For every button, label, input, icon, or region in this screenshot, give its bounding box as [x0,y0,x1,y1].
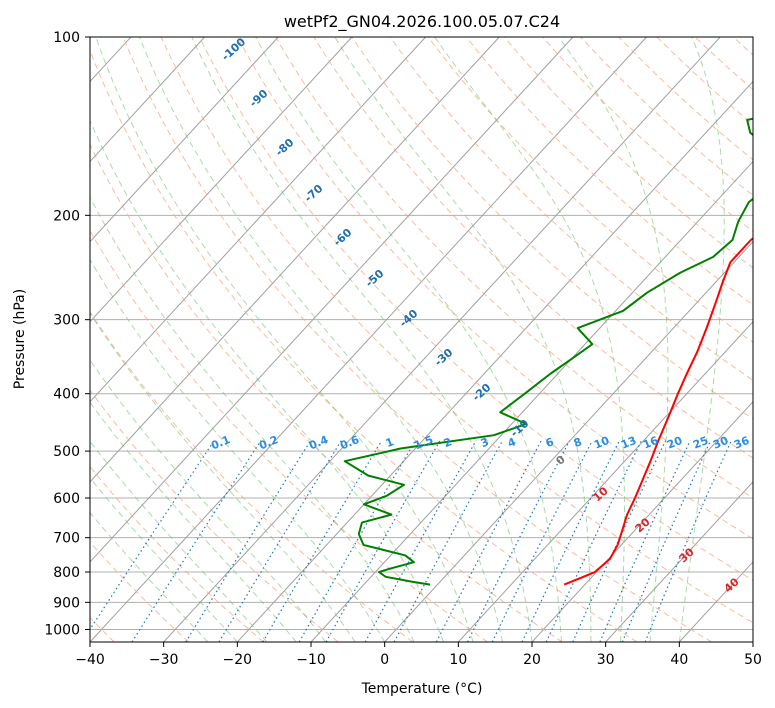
mixing-ratio-line [393,440,504,642]
mixing-ratio-label: 1 [384,435,396,450]
isotherm-line [384,240,753,642]
mixing-ratio-line [466,440,571,642]
x-tick-label: 20 [523,652,541,668]
isotherm-line [605,481,753,642]
x-tick-label: −10 [296,652,326,668]
mixing-ratio-label: 8 [572,435,584,450]
mixing-ratio-label: 30 [711,434,730,452]
mixing-ratio-line [364,440,477,642]
mixing-ratio-line [218,440,342,642]
mixing-ratio-label: 36 [732,434,751,452]
moist-adiabat-line [90,196,415,642]
mixing-ratio-line [90,440,215,631]
mixing-ratio-label: 25 [691,434,710,452]
mixing-ratio-label: 16 [641,434,660,452]
mixing-ratio-label: 2 [442,435,454,450]
mixing-ratio-line [521,440,621,642]
isotherm-line [90,37,279,243]
dry-adiabat-line [122,37,713,642]
isotherm-line [90,37,353,323]
reference-lines-layer [90,37,753,642]
mixing-ratio-line [491,440,593,642]
x-tick-label: 0 [380,652,389,668]
x-axis-ticks: −40 −30 −20 −10 0 10 20 30 40 50 [75,642,762,668]
dry-adiabat-line [542,37,753,233]
chart-title: wetPf2_GN04.2026.100.05.07.C24 [284,12,560,32]
moist-adiabat-line [434,37,625,642]
mixing-ratio-label: 20 [665,434,684,452]
x-tick-label: −30 [149,652,179,668]
y-axis-ticks: 100 200 300 400 500 600 700 800 900 1000 [44,30,90,638]
isotherm-line [236,80,753,642]
dry-adiabat-line [90,48,638,642]
y-tick-label: 400 [53,387,80,403]
moist-adiabat-line [95,37,474,642]
plot-frame [89,36,754,643]
moist-adiabat-line [558,37,669,642]
mixing-ratio-line [262,440,383,642]
mixing-ratio-line [325,440,441,642]
moist-adiabat-line [90,401,297,642]
dewpoint-profile-line [343,117,753,586]
moist-adiabat-line [90,312,356,642]
moist-adiabat-line [334,37,592,642]
y-tick-label: 800 [53,565,80,581]
x-tick-label: 30 [597,652,615,668]
y-tick-label: 300 [53,313,80,329]
dry-adiabat-line [90,389,339,642]
x-tick-label: −20 [223,652,253,668]
moist-adiabat-line [191,37,533,642]
dry-adiabat-line [90,311,414,642]
temperature-profile-line [563,237,753,586]
isotherm-line [457,320,753,642]
moist-adiabat-line [138,37,504,642]
dry-adiabat-line [198,37,753,581]
dry-adiabat-line [389,37,753,381]
y-axis-label: Pressure (hPa) [12,289,28,389]
moist-adiabat-line [90,359,327,642]
y-tick-label: 100 [53,30,80,46]
dry-adiabat-line [275,37,753,499]
moist-adiabat-line [255,37,562,642]
y-tick-label: 500 [53,444,80,460]
x-tick-label: 40 [670,652,688,668]
isotherm-line [90,37,647,642]
isotherm-line [531,401,753,642]
mixing-ratio-label: 10 [592,434,611,452]
mixing-ratio-label: 3 [479,435,491,450]
isotherm-line [90,37,500,483]
x-axis-label: Temperature (°C) [361,681,483,697]
isotherm-line [90,37,426,403]
dry-adiabat-line [160,37,753,624]
mixing-ratio-line [545,440,643,642]
isotherm-line [90,37,574,563]
mixing-ratio-line [185,440,312,642]
mixing-ratio-line [298,440,416,642]
y-tick-label: 1000 [44,622,80,638]
dry-adiabat-line [465,37,753,306]
y-tick-label: 600 [53,491,80,507]
dry-adiabat-line [351,37,753,420]
moist-adiabat-line [90,119,445,642]
y-tick-label: 700 [53,531,80,547]
x-tick-label: −40 [75,652,105,668]
y-tick-label: 900 [53,595,80,611]
dry-adiabat-line [90,143,563,642]
series-layer [343,117,753,586]
isotherm-line [163,37,721,642]
x-tick-label: 10 [449,652,467,668]
isotherm-line [90,37,205,163]
dry-adiabat-line [504,37,753,269]
x-tick-label: 50 [744,652,762,668]
dry-adiabat-line [90,229,488,642]
mixing-ratio-line [435,440,542,642]
mixing-ratio-label: 13 [619,434,638,452]
y-tick-label: 200 [53,208,80,224]
